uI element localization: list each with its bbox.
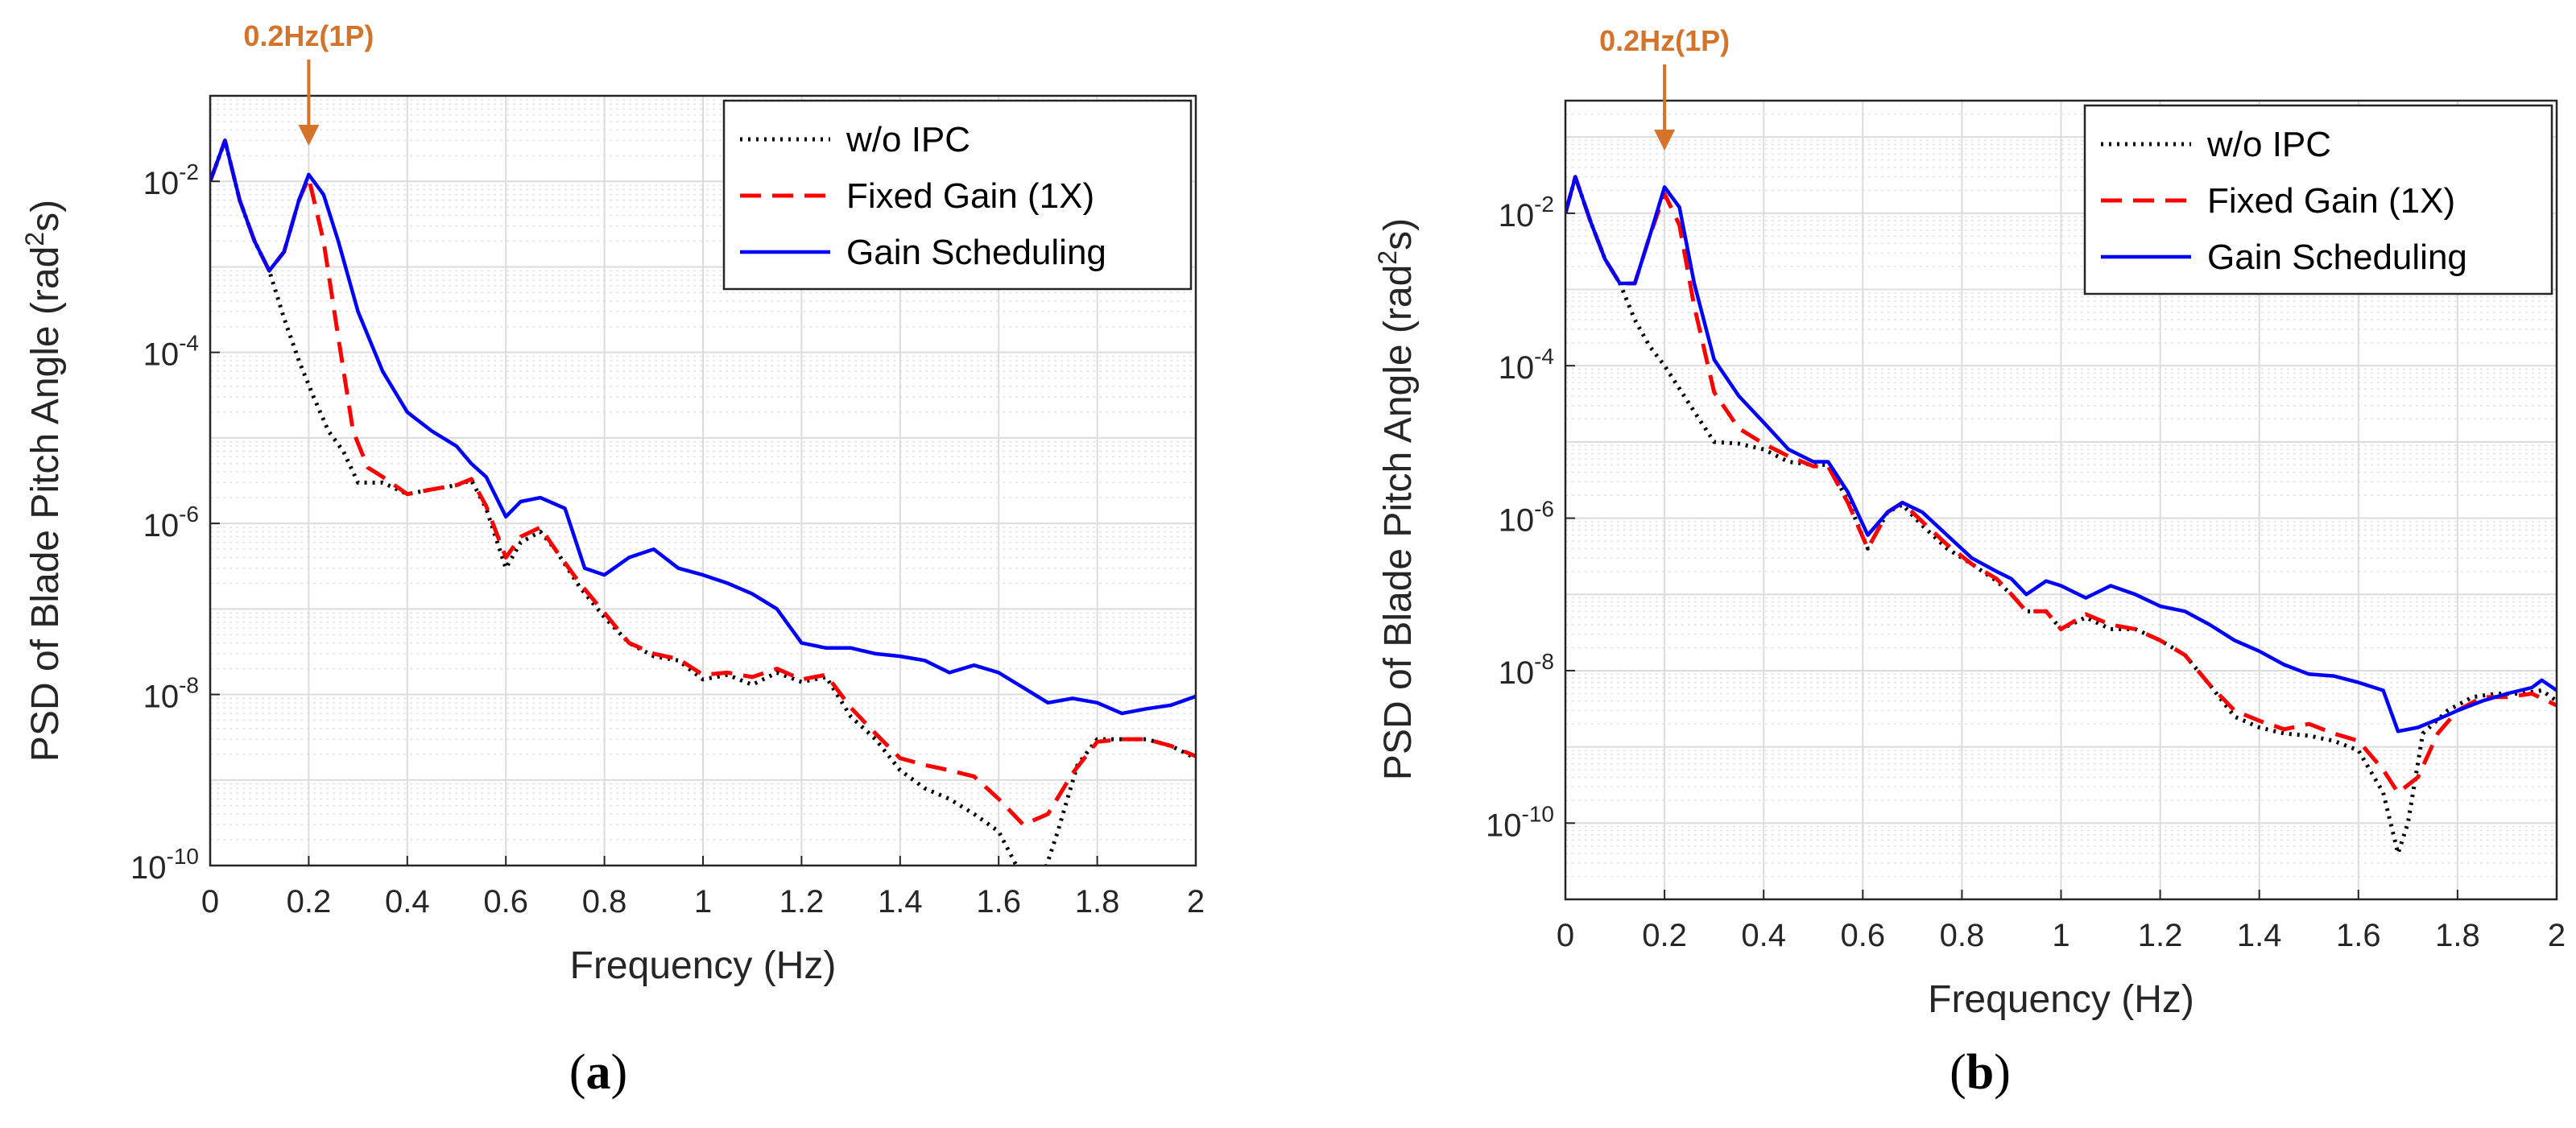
legend: w/o IPC Fixed Gain (1X) Gain Scheduling [2083,104,2553,295]
y-tick-base: 10 [1486,808,1522,843]
annotation-arrow-head [1654,130,1676,151]
x-tick-label: 1.2 [779,884,825,919]
x-tick-label: 0.6 [483,884,528,919]
y-axis-label-main: PSD of Blade Pitch Angle (rad [24,246,67,762]
x-tick-label: 1.8 [1075,884,1120,919]
y-tick-exponent: -8 [179,673,199,698]
x-tick-label: 0.4 [385,884,430,919]
annotation-label: 0.2Hz(1P) [243,19,374,52]
y-tick-base: 10 [1499,198,1535,233]
legend: w/o IPC Fixed Gain (1X) Gain Scheduling [722,99,1193,291]
y-tick-base: 10 [130,850,167,886]
y-tick-base: 10 [1499,350,1535,386]
series-group [210,138,1196,866]
x-tick-label: 0.8 [1940,918,1985,953]
x-tick-label: 1.6 [2336,918,2381,953]
y-tick-label: 10-6 [1499,497,1554,539]
caption-letter: b [1966,1045,1994,1100]
y-tick-label: 10-8 [143,673,199,715]
y-tick-exponent: -8 [1534,649,1554,674]
y-tick-label: 10-4 [143,331,199,373]
y-tick-label: 10-6 [143,502,199,543]
legend-box [2083,104,2553,295]
x-tick-label: 1.6 [976,884,1021,919]
legend-entry: Gain Scheduling [846,233,1106,272]
y-tick-exponent: -10 [1522,801,1554,826]
x-tick-label: 0.4 [1741,918,1786,953]
legend-box [722,99,1193,291]
x-tick-label: 1 [2052,918,2069,953]
y-tick-base: 10 [1499,655,1535,691]
y-tick-base: 10 [143,166,180,201]
x-tick-label: 2 [2548,918,2566,953]
x-tick-label: 1.4 [2237,918,2282,953]
x-tick-label: 1.2 [2138,918,2183,953]
y-tick-label: 10-10 [1486,801,1554,843]
y-tick-base: 10 [143,680,180,715]
x-tick-label: 2 [1187,884,1205,919]
y-tick-exponent: -4 [179,331,199,356]
legend-entry: Fixed Gain (1X) [846,176,1094,216]
y-axis-label-end: s) [1377,218,1420,250]
panel-caption: (a) [569,1045,627,1100]
caption-close-paren: ) [611,1045,628,1100]
legend-entry: Gain Scheduling [2207,238,2467,277]
y-tick-exponent: -2 [179,159,199,184]
y-axis-label-end: s) [24,200,67,232]
legend-entry: Fixed Gain (1X) [2207,181,2455,221]
annotation-label: 0.2Hz(1P) [1599,24,1730,57]
series-line-fixed-gain-1x [210,138,1196,827]
series-line-gain-scheduling [210,138,1196,716]
y-tick-label: 10-4 [1499,344,1554,386]
y-tick-base: 10 [143,508,180,543]
y-tick-exponent: -6 [179,502,199,527]
legend-entry: w/o IPC [2206,125,2331,164]
panel-caption: (b) [1950,1045,2011,1100]
series-line-w-o-ipc [210,138,1196,866]
y-axis-label: PSD of Blade Pitch Angle (rad2s) [20,200,67,762]
y-axis-label: PSD of Blade Pitch Angle (rad2s) [1373,218,1420,780]
annotation-1p: 0.2Hz(1P) [243,19,374,146]
y-tick-label: 10-8 [1499,649,1554,691]
annotation-arrow-head [298,125,320,146]
x-axis-label: Frequency (Hz) [570,944,837,987]
y-axis-label-main: PSD of Blade Pitch Angle (rad [1377,265,1420,780]
x-tick-label: 0 [1557,918,1574,953]
x-axis-label: Frequency (Hz) [1928,978,2194,1021]
y-tick-exponent: -4 [1534,344,1554,369]
caption-open-paren: ( [569,1045,586,1100]
x-tick-label: 1 [694,884,712,919]
annotation-1p: 0.2Hz(1P) [1599,24,1730,151]
y-axis-label-superscript: 2 [1373,250,1402,265]
y-tick-base: 10 [143,337,180,373]
y-tick-exponent: -2 [1534,192,1554,217]
y-tick-base: 10 [1499,503,1535,539]
legend-entry: w/o IPC [846,120,970,159]
y-tick-exponent: -6 [1534,497,1554,522]
y-tick-label: 10-10 [130,844,199,886]
x-tick-label: 1.4 [878,884,923,919]
caption-letter: a [586,1045,611,1100]
x-tick-label: 0.8 [582,884,627,919]
y-tick-exponent: -10 [167,844,199,869]
x-tick-label: 0.2 [287,884,332,919]
caption-open-paren: ( [1950,1045,1966,1100]
y-tick-label: 10-2 [143,159,199,201]
chart-panel-b: 0 0.2 0.4 0.6 0.8 1 1.2 1.4 1.6 1.8 210-210-410-61… [1373,24,2566,1021]
x-tick-label: 0 [201,884,219,919]
y-axis-label-superscript: 2 [20,232,49,246]
x-tick-label: 0.6 [1840,918,1885,953]
x-tick-label: 0.2 [1642,918,1687,953]
series-line-fixed-gain-1x [1565,175,2557,795]
caption-close-paren: ) [1994,1045,2011,1100]
series-group [1565,175,2557,856]
series-line-gain-scheduling [1565,175,2557,733]
chart-panel-a: 0 0.2 0.4 0.6 0.8 1 1.2 1.4 1.6 1.8 210-210-410-61… [20,19,1205,987]
y-tick-label: 10-2 [1499,192,1554,233]
x-tick-label: 1.8 [2435,918,2480,953]
